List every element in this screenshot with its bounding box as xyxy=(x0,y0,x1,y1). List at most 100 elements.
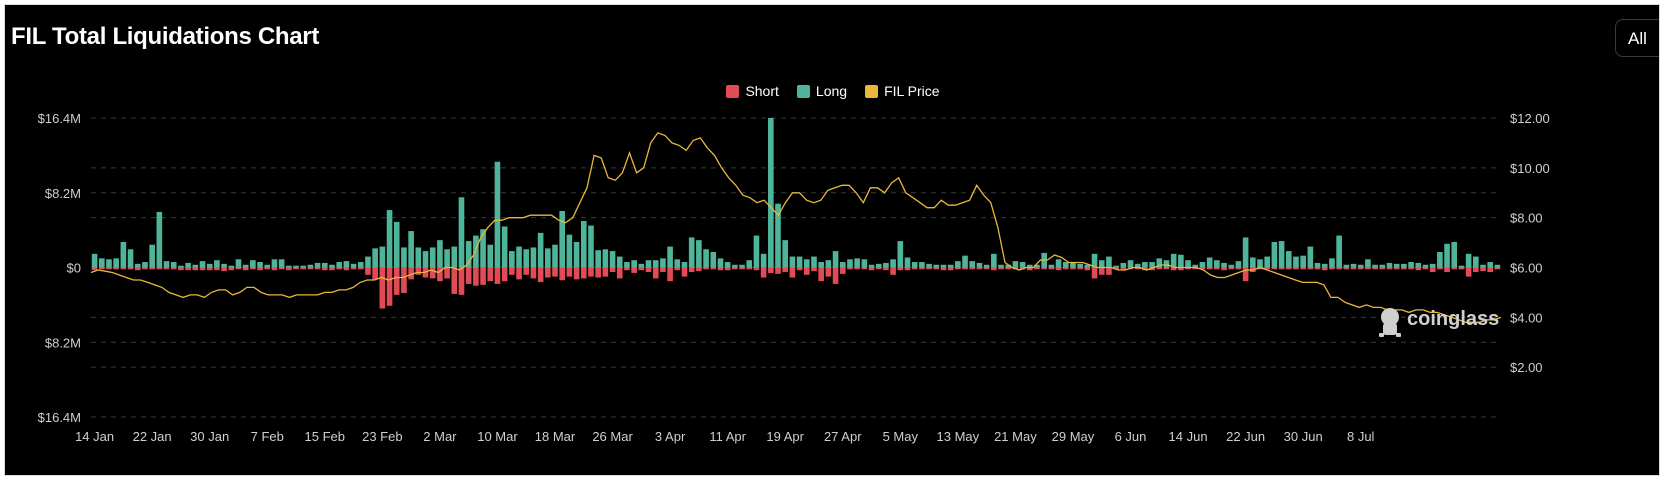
short-bar xyxy=(235,267,242,270)
long-bar xyxy=(1163,260,1170,268)
short-bar xyxy=(1465,267,1472,277)
y-left-tick: $8.2M xyxy=(45,335,81,350)
long-bar xyxy=(372,248,378,268)
long-bar xyxy=(537,232,544,268)
short-bar xyxy=(228,267,235,271)
long-bar xyxy=(1214,260,1220,268)
legend-item-price[interactable]: FIL Price xyxy=(865,83,940,99)
short-bar xyxy=(199,267,206,271)
long-bar xyxy=(854,258,860,268)
long-bar xyxy=(1250,257,1256,268)
long-bar xyxy=(278,259,285,268)
long-bar xyxy=(660,258,666,268)
long-bar xyxy=(559,210,566,268)
long-bar xyxy=(451,246,458,268)
long-bar xyxy=(91,253,98,268)
legend-item-short[interactable]: Short xyxy=(726,83,779,99)
long-bar xyxy=(803,259,810,268)
long-bar xyxy=(904,257,911,268)
long-bar xyxy=(134,263,141,268)
legend-item-long[interactable]: Long xyxy=(796,83,847,99)
long-bar xyxy=(242,264,249,268)
liquidations-chart[interactable]: $16.4M $8.2M $0 $8.2M $16.4M $12.00 $10.00 $8.0… xyxy=(5,5,1660,476)
short-bar xyxy=(178,267,184,271)
x-tick: 30 Jun xyxy=(1284,429,1323,444)
coinglass-logo-icon xyxy=(1379,308,1401,337)
watermark-text: coinglass xyxy=(1407,308,1499,330)
long-bar xyxy=(1106,256,1112,268)
short-bar xyxy=(947,267,954,271)
short-bar xyxy=(106,267,112,270)
short-bar xyxy=(897,267,904,271)
short-bar xyxy=(1206,267,1213,270)
short-bar xyxy=(1321,267,1328,271)
long-bar xyxy=(509,251,515,268)
x-tick: 29 May xyxy=(1052,429,1095,444)
short-bar xyxy=(401,267,407,294)
long-bar xyxy=(113,258,119,268)
short-bar xyxy=(991,267,997,271)
x-tick: 22 Jan xyxy=(133,429,172,444)
long-bar xyxy=(652,260,659,268)
long-bar xyxy=(782,240,789,268)
short-bar xyxy=(473,267,479,286)
short-bar xyxy=(890,267,896,275)
long-bar xyxy=(1098,260,1105,268)
long-bar xyxy=(163,261,170,268)
x-tick: 23 Feb xyxy=(362,429,402,444)
long-bar xyxy=(1113,265,1119,268)
short-bar xyxy=(458,267,465,295)
long-bar xyxy=(976,262,983,268)
long-bar xyxy=(314,262,321,268)
short-bar xyxy=(609,267,616,273)
long-bar xyxy=(199,261,206,268)
y-right-tick: $10.00 xyxy=(1510,161,1550,176)
short-bar xyxy=(839,267,846,274)
long-bar xyxy=(473,235,479,268)
short-bar xyxy=(1357,267,1364,270)
long-bar xyxy=(1142,262,1148,268)
long-bar xyxy=(1293,256,1299,268)
long-bar xyxy=(1386,262,1393,268)
short-bar xyxy=(674,267,681,271)
long-bar xyxy=(926,263,932,268)
short-bar xyxy=(545,267,551,278)
long-bar xyxy=(962,255,968,268)
short-bar xyxy=(1113,267,1119,270)
long-bar xyxy=(1005,264,1012,268)
long-bar xyxy=(1084,264,1091,268)
short-bar xyxy=(250,267,256,270)
short-swatch xyxy=(726,84,740,98)
short-bar xyxy=(386,267,393,306)
long-bar xyxy=(595,250,601,268)
short-bar xyxy=(120,267,127,270)
short-bar xyxy=(1451,267,1458,270)
long-bar xyxy=(609,251,616,268)
long-bar xyxy=(1055,259,1062,268)
x-tick: 14 Jan xyxy=(75,429,114,444)
short-bar xyxy=(1379,267,1386,270)
long-bar xyxy=(624,262,630,268)
long-bar xyxy=(1149,262,1155,268)
long-bar xyxy=(1314,262,1321,268)
long-bar xyxy=(1307,246,1314,268)
long-bar xyxy=(228,265,235,268)
long-bar xyxy=(573,241,580,268)
short-bar xyxy=(343,267,350,271)
long-bar xyxy=(1034,264,1040,268)
long-bar xyxy=(566,234,573,268)
range-select[interactable]: All ⇕ xyxy=(1615,19,1659,57)
short-bar xyxy=(588,267,594,277)
long-bar xyxy=(235,259,242,268)
long-bar xyxy=(178,265,184,268)
long-bar xyxy=(688,237,695,268)
x-tick: 2 Mar xyxy=(423,429,457,444)
long-bar xyxy=(501,226,508,268)
short-bar xyxy=(293,267,299,270)
short-bar xyxy=(393,267,400,295)
long-bar xyxy=(1494,264,1501,268)
short-bar xyxy=(185,267,191,271)
short-bar xyxy=(365,267,371,275)
short-bar xyxy=(480,267,486,285)
long-bar xyxy=(588,225,594,268)
